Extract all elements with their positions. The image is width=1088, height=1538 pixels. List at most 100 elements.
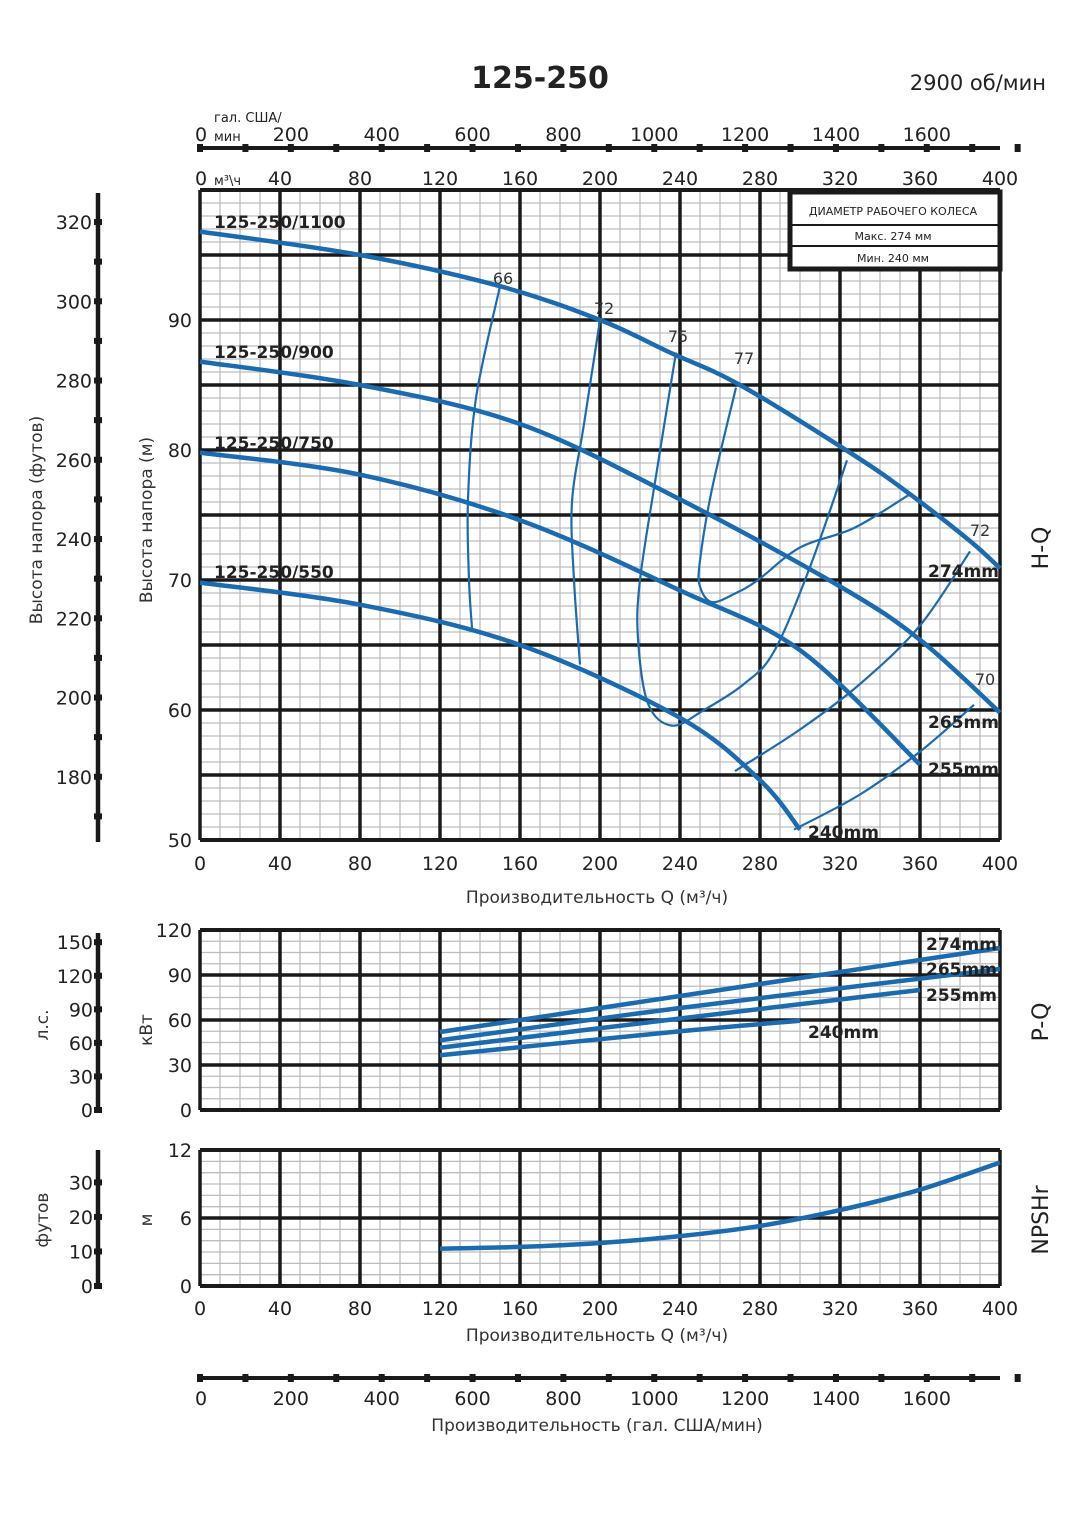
npsh-ft-tick-label: 30: [69, 1172, 93, 1194]
efficiency-label: 75: [668, 327, 688, 346]
npsh-curve: [439, 1160, 1001, 1251]
top-gpm-tick-label: 200: [273, 124, 309, 146]
top-gpm-tick-mark: [197, 144, 203, 152]
pq-curve-240mm: [439, 1018, 801, 1058]
efficiency-curve-75: [636, 352, 849, 727]
bottom-gpm-tick-mark: [333, 1374, 340, 1382]
power-hp-tick-label: 60: [69, 1033, 93, 1055]
efficiency-curve-72: [734, 550, 971, 773]
power-kw-tick-label: 60: [168, 1010, 192, 1032]
head-ft-tick-mark: [94, 813, 102, 820]
pq-curve-274mm: [439, 945, 1001, 1035]
pq-diameter-label: 265mm: [926, 960, 997, 980]
efficiency-curve-77: [697, 387, 911, 604]
power-kw-tick-label: 0: [180, 1100, 192, 1122]
power-kw-tick-label: 90: [168, 965, 192, 987]
efficiency-label: 72: [970, 521, 990, 540]
npsh-flow-tick-label: 360: [902, 1298, 938, 1320]
power-hp-tick-label: 0: [81, 1100, 93, 1122]
impeller-diameter-box: [787, 189, 1003, 272]
flow-tick-label: 280: [742, 853, 778, 875]
npsh-ft-axis-title: футов: [33, 1193, 53, 1248]
top-gpm-tick-mark: [787, 144, 794, 152]
bottom-gpm-tick-label: 400: [364, 1388, 400, 1410]
bottom-gpm-tick-mark: [696, 1374, 703, 1382]
npsh-flow-tick-label: 160: [502, 1298, 538, 1320]
npsh-flow-tick-label: 400: [982, 1298, 1018, 1320]
top-gpm-tick-mark: [878, 144, 885, 152]
bottom-gpm-tick-mark: [242, 1374, 249, 1382]
hq-curve-274mm: [199, 229, 1002, 570]
x-axis-title: Производительность Q (м³/ч): [466, 888, 728, 908]
head-ft-tick-mark: [94, 694, 102, 701]
top-gpm-tick-mark: [333, 144, 340, 152]
hq-curve-name-label: 125-250/550: [214, 563, 334, 583]
npsh-ft-tick-label: 0: [81, 1276, 93, 1298]
bottom-gpm-tick-mark: [560, 1374, 567, 1382]
bottom-gpm-tick-label: 1400: [812, 1388, 860, 1410]
npsh-ft-tick-mark: [94, 1248, 102, 1255]
bottom-gpm-tick-mark: [469, 1374, 476, 1382]
power-hp-tick-mark: [94, 1006, 102, 1013]
bottom-gpm-tick-mark: [651, 1374, 658, 1382]
top-gpm-tick-mark: [696, 144, 703, 152]
y-axis-title-ft: Высота напора (футов): [27, 416, 47, 624]
bottom-gpm-tick-mark: [878, 1374, 885, 1382]
bottom-gpm-tick-mark: [197, 1374, 203, 1382]
flow-tick-label: 80: [348, 853, 372, 875]
flow-tick-label: 320: [822, 853, 858, 875]
head-ft-tick-label: 260: [56, 450, 92, 472]
hq-diameter-label: 255mm: [928, 760, 999, 780]
top-gpm-tick-mark: [469, 144, 476, 152]
top-flow-tick-label: 40: [268, 168, 292, 190]
flow-tick-label: 400: [982, 853, 1018, 875]
efficiency-label: 66: [493, 269, 513, 288]
panel-label-npsh: NPSHr: [1029, 1184, 1054, 1254]
head-ft-tick-mark: [94, 258, 102, 265]
npsh-m-tick-label: 12: [168, 1140, 192, 1162]
top-gpm-tick-label: 1400: [812, 124, 860, 146]
flow-tick-label: 0: [194, 853, 206, 875]
head-ft-tick-mark: [94, 496, 102, 503]
bottom-gpm-tick-mark: [969, 1374, 976, 1382]
power-hp-tick-label: 120: [57, 966, 93, 988]
hq-diameter-label: 240mm: [808, 823, 879, 843]
pq-curve-255mm: [439, 987, 921, 1050]
top-gpm-unit: гал. США/: [214, 111, 282, 126]
head-ft-tick-label: 320: [56, 212, 92, 234]
power-hp-tick-mark: [94, 1107, 102, 1113]
head-ft-tick-mark: [94, 773, 102, 780]
head-ft-tick-label: 180: [56, 767, 92, 789]
top-gpm-tick-mark: [832, 144, 839, 152]
efficiency-curve-72: [570, 319, 602, 665]
pq-diameter-label: 240mm: [808, 1023, 879, 1043]
head-ft-tick-mark: [94, 575, 102, 582]
top-gpm-unit: мин: [214, 130, 241, 145]
power-kw-axis-title: кВт: [137, 1014, 157, 1046]
head-ft-tick-label: 240: [56, 529, 92, 551]
legend-box-min: Мин. 240 мм: [857, 252, 929, 265]
head-ft-tick-mark: [94, 536, 102, 543]
top-flow-unit: м³\ч: [214, 174, 241, 189]
power-hp-tick-label: 30: [69, 1066, 93, 1088]
hq-curve-255mm: [199, 450, 922, 767]
bottom-gpm-tick-mark: [832, 1374, 839, 1382]
panel-label-pq: P-Q: [1029, 1003, 1054, 1042]
y-axis-title-m: Высота напора (м): [137, 437, 157, 603]
head-ft-tick-mark: [94, 615, 102, 622]
head-m-tick-label: 90: [168, 310, 192, 332]
npsh-m-axis-title: м: [137, 1214, 157, 1227]
bottom-gpm-tick-mark: [742, 1374, 749, 1382]
npsh-flow-tick-label: 120: [422, 1298, 458, 1320]
head-ft-tick-mark: [94, 298, 102, 305]
power-kw-tick-label: 30: [168, 1055, 192, 1077]
top-gpm-tick-label: 1000: [630, 124, 678, 146]
hq-curve-name-label: 125-250/750: [214, 434, 334, 454]
npsh-flow-tick-label: 200: [582, 1298, 618, 1320]
flow-tick-label: 200: [582, 853, 618, 875]
top-gpm-tick-mark: [742, 144, 749, 152]
head-ft-tick-label: 300: [56, 291, 92, 313]
top-gpm-tick-mark: [287, 144, 294, 152]
npsh-ft-tick-mark: [94, 1179, 102, 1186]
